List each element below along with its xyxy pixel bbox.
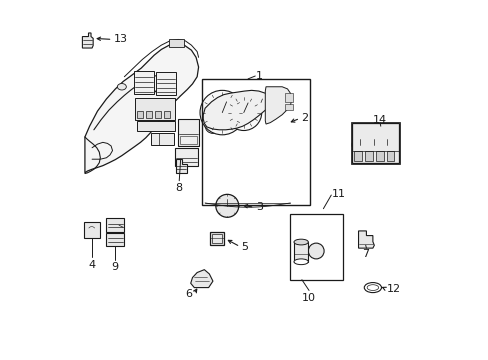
Polygon shape <box>203 90 270 130</box>
Bar <box>386 151 394 161</box>
Ellipse shape <box>364 283 381 293</box>
Circle shape <box>215 194 238 217</box>
Bar <box>150 134 174 145</box>
Bar <box>375 151 383 161</box>
Circle shape <box>311 246 320 256</box>
Bar <box>284 93 292 102</box>
Text: 4: 4 <box>88 260 95 270</box>
Bar <box>145 111 152 118</box>
Bar <box>106 219 123 232</box>
Bar <box>83 222 100 238</box>
Bar <box>284 104 292 110</box>
Text: 2: 2 <box>301 113 307 123</box>
Circle shape <box>241 110 246 115</box>
Text: 7: 7 <box>362 249 368 259</box>
Bar <box>364 151 372 161</box>
Circle shape <box>308 243 324 259</box>
Bar <box>106 233 123 246</box>
Bar <box>134 71 153 94</box>
Bar <box>353 151 362 161</box>
Bar <box>156 72 175 95</box>
Text: 14: 14 <box>372 115 386 125</box>
Polygon shape <box>82 33 93 48</box>
Bar <box>351 122 399 163</box>
Text: 11: 11 <box>331 189 346 199</box>
Bar <box>178 119 199 146</box>
Polygon shape <box>85 44 198 173</box>
Text: 3: 3 <box>255 202 263 212</box>
Bar <box>202 79 309 205</box>
Circle shape <box>365 137 381 153</box>
Circle shape <box>86 225 97 235</box>
Polygon shape <box>190 270 212 288</box>
Polygon shape <box>358 231 373 248</box>
Bar <box>135 98 175 120</box>
Bar <box>212 234 221 243</box>
Circle shape <box>225 95 261 131</box>
Bar <box>290 215 343 280</box>
Polygon shape <box>175 159 187 173</box>
Circle shape <box>200 90 244 135</box>
Text: 1: 1 <box>255 71 263 81</box>
Ellipse shape <box>117 84 126 90</box>
Circle shape <box>354 140 364 150</box>
Text: 8: 8 <box>175 183 183 193</box>
Bar <box>293 242 308 262</box>
Text: 10: 10 <box>302 293 315 303</box>
Circle shape <box>368 140 378 150</box>
Text: 9: 9 <box>111 262 119 272</box>
Ellipse shape <box>293 239 308 245</box>
Circle shape <box>139 123 145 130</box>
Text: 13: 13 <box>113 35 127 44</box>
Polygon shape <box>265 87 291 124</box>
Text: 6: 6 <box>185 289 192 299</box>
Bar <box>155 111 161 118</box>
Circle shape <box>204 118 221 134</box>
Circle shape <box>219 110 224 116</box>
Circle shape <box>165 123 172 130</box>
Bar <box>163 111 170 118</box>
Circle shape <box>224 203 230 209</box>
Ellipse shape <box>293 259 308 265</box>
Bar <box>180 135 197 144</box>
Circle shape <box>219 198 235 214</box>
Text: 12: 12 <box>386 284 401 294</box>
Circle shape <box>351 137 367 153</box>
Circle shape <box>314 249 317 253</box>
Circle shape <box>379 137 394 153</box>
Bar <box>137 121 174 131</box>
Bar <box>169 39 184 46</box>
Text: 5: 5 <box>241 242 248 252</box>
Bar <box>174 148 198 166</box>
Bar <box>210 231 224 245</box>
Circle shape <box>382 140 391 150</box>
Circle shape <box>253 95 269 111</box>
Bar <box>137 111 143 118</box>
Bar <box>351 123 399 163</box>
